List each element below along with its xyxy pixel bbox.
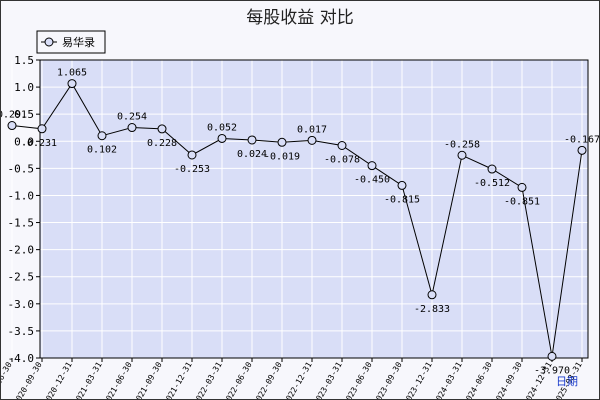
y-tick-label: -4.0 — [8, 352, 35, 365]
series-line-layer — [11, 82, 583, 357]
data-label: -0.851 — [504, 196, 540, 207]
y-tick-label: -3.0 — [8, 298, 35, 311]
data-label: -0.815 — [384, 194, 420, 205]
data-label: -0.512 — [474, 178, 510, 189]
data-point — [247, 135, 257, 145]
y-tick-label: 0.0 — [14, 135, 34, 148]
data-label: -0.450 — [354, 175, 390, 186]
grid-lines — [11, 60, 588, 358]
y-tick-label: -1.5 — [8, 217, 35, 230]
data-label: 0.024 — [237, 149, 267, 160]
x-tick-label: 2024-09-30 — [492, 360, 524, 399]
data-label: -0.253 — [174, 164, 210, 175]
x-tick-label: 2021-09-30 — [132, 360, 164, 399]
x-tick-label: 2021-12-31 — [162, 360, 194, 399]
data-label: -3.970 — [534, 365, 570, 376]
x-tick-label: 2023-03-31 — [312, 360, 344, 399]
data-label: 0.291 — [1, 110, 27, 121]
y-tick-label: 0.5 — [14, 108, 34, 121]
data-point — [367, 161, 377, 171]
data-point — [307, 135, 317, 145]
data-labels: 0.291 0.231 1.065 0.102 0.254 0.228 -0.253 0.05… — [1, 68, 599, 377]
data-point — [127, 123, 137, 133]
x-tick-label: 2024-06-30 — [462, 360, 494, 399]
y-tick-label: -0.5 — [8, 162, 35, 175]
x-tick-label: 2022-06-30 — [222, 360, 254, 399]
data-label: 1.065 — [57, 68, 87, 79]
data-label: 0.102 — [87, 145, 117, 156]
y-tick-label: -2.0 — [8, 244, 35, 257]
data-point — [7, 121, 17, 131]
x-tick-label: 2022-09-30 — [252, 360, 284, 399]
x-tick-label: 2022-12-31 — [282, 360, 314, 399]
plot-area — [40, 60, 588, 358]
data-label: -0.078 — [324, 154, 360, 165]
data-point — [217, 133, 227, 143]
x-tick-label: 2020-06-30 — [1, 360, 14, 399]
data-point — [487, 164, 497, 174]
data-point — [547, 351, 557, 361]
data-point — [187, 150, 197, 160]
legend-marker-icon — [44, 37, 54, 47]
x-tick-label: 2024-03-31 — [432, 360, 464, 399]
data-label: 0.228 — [147, 138, 177, 149]
data-point — [37, 124, 47, 134]
legend[interactable]: 易华录 — [36, 30, 106, 54]
y-tick-label: -2.5 — [8, 271, 35, 284]
data-label: 0.052 — [207, 122, 237, 133]
data-point — [397, 180, 407, 190]
data-point — [67, 79, 77, 89]
data-label: -0.019 — [264, 151, 300, 162]
data-point — [277, 137, 287, 147]
data-point — [157, 124, 167, 134]
y-tick-label: 1.5 — [14, 54, 34, 67]
data-label: 0.231 — [27, 138, 57, 149]
x-tick-label: 2023-09-30 — [372, 360, 404, 399]
data-point — [457, 150, 467, 160]
data-point — [337, 140, 347, 150]
x-axis-label: 日期 — [556, 375, 578, 388]
data-label: -0.258 — [444, 139, 480, 150]
legend-series-name: 易华录 — [62, 35, 95, 49]
y-tick-label: -1.0 — [8, 189, 35, 202]
x-tick-label: 2021-03-31 — [72, 360, 104, 399]
series-line — [11, 82, 583, 357]
x-tick-label: 2021-06-30 — [102, 360, 134, 399]
x-tick-label: 2020-12-31 — [42, 360, 74, 399]
y-tick-label: 1.0 — [14, 81, 34, 94]
y-tick-label: -3.5 — [8, 325, 35, 338]
x-tick-label: 2023-12-31 — [402, 360, 434, 399]
x-tick-label: 2020-09-30 — [12, 360, 44, 399]
data-label: -0.167 — [564, 134, 599, 145]
plot-border — [39, 59, 589, 359]
data-label: -2.833 — [414, 304, 450, 315]
x-tick-label: 2022-03-31 — [192, 360, 224, 399]
x-tick-label: 2023-06-30 — [342, 360, 374, 399]
chart-title: 每股收益 对比 — [246, 8, 353, 28]
data-point — [517, 182, 527, 192]
data-point — [97, 131, 107, 141]
data-point — [427, 290, 437, 300]
data-label: 0.254 — [117, 112, 147, 123]
data-label: 0.017 — [297, 124, 327, 135]
data-point — [577, 145, 587, 155]
series-markers — [7, 79, 587, 361]
